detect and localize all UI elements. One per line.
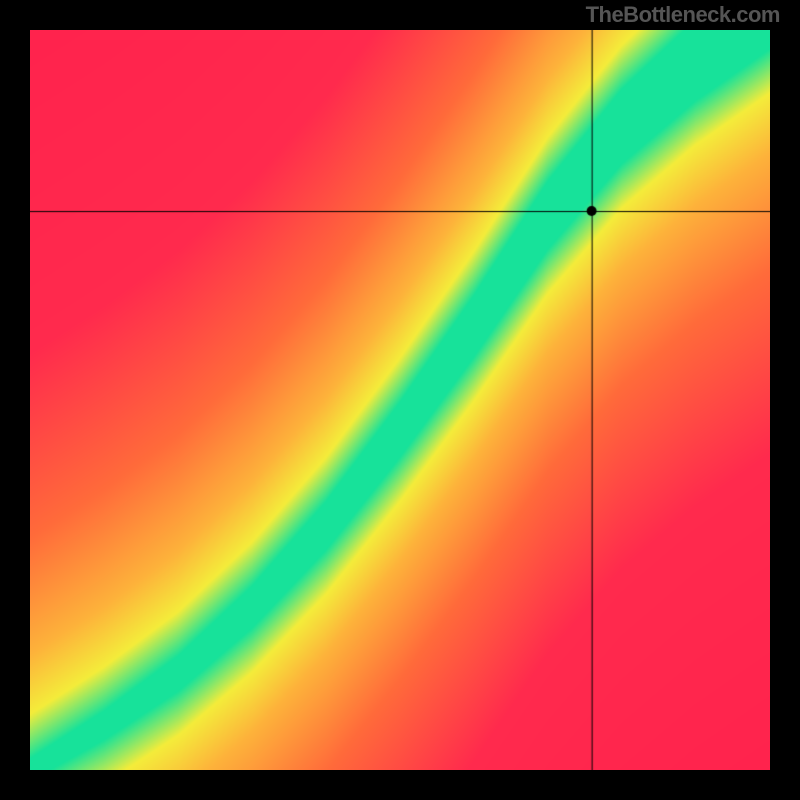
bottleneck-heatmap (30, 30, 770, 770)
watermark-text: TheBottleneck.com (586, 2, 780, 28)
